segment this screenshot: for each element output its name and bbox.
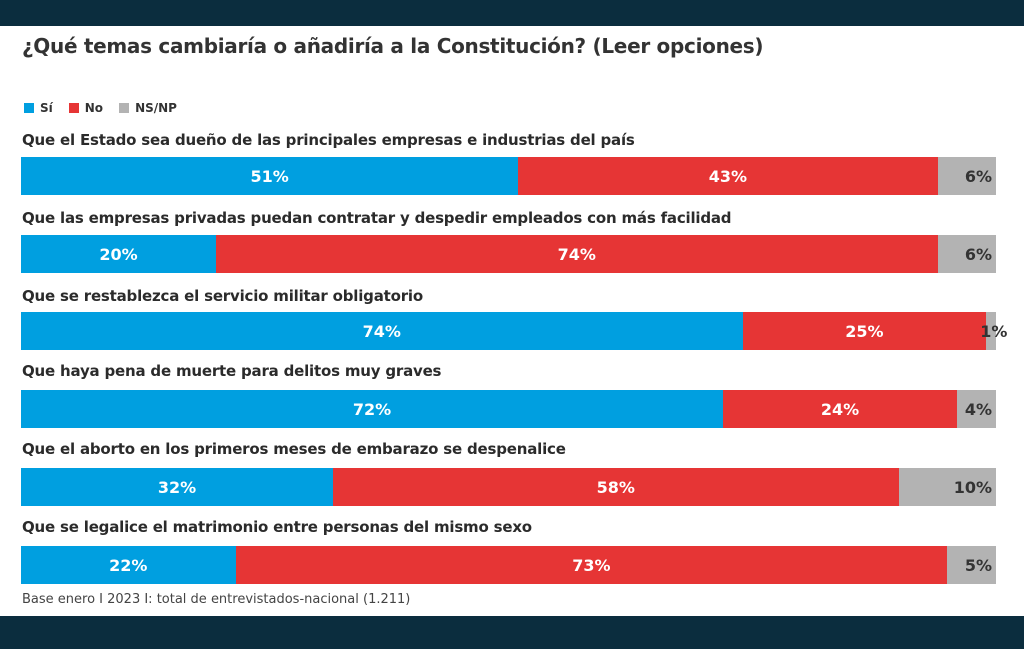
data-label-no: 25% <box>845 321 884 341</box>
bar-segment-nsnp: 5% <box>947 546 996 584</box>
bar-segment-si: 32% <box>21 468 333 506</box>
row-label: Que se legalice el matrimonio entre pers… <box>22 518 532 536</box>
data-label-nsnp: 5% <box>964 555 992 575</box>
bar-segment-si: 22% <box>21 546 236 584</box>
legend-label-si: Sí <box>40 101 53 115</box>
data-label-si: 74% <box>362 321 401 341</box>
data-label-nsnp: 6% <box>964 244 992 264</box>
source-note: Base enero I 2023 I: total de entrevista… <box>22 592 411 607</box>
data-label-si: 72% <box>352 399 392 419</box>
data-label-nsnp: 1% <box>980 321 1008 341</box>
data-label-no: 43% <box>708 166 748 186</box>
bar-segment-nsnp: 6% <box>937 235 996 273</box>
data-label-nsnp: 4% <box>964 399 992 419</box>
legend-swatch-nsnp <box>119 103 130 113</box>
data-label-no: 73% <box>572 555 611 575</box>
row-label: Que las empresas privadas puedan contrat… <box>22 209 732 227</box>
legend-swatch-no <box>68 103 79 113</box>
bar-segment-nsnp: 4% <box>957 390 996 428</box>
bar-segment-no: 74% <box>216 235 938 273</box>
data-label-no: 74% <box>557 244 596 264</box>
bar-segment-nsnp: 1% <box>980 312 1007 350</box>
bar-segment-si: 72% <box>21 390 723 428</box>
stacked-bar: 20% 74% 6% <box>21 235 996 273</box>
legend: Sí No NS/NP <box>24 101 193 115</box>
stacked-bar: 51% 43% 6% <box>21 157 996 195</box>
bottom-dark-band <box>0 616 1024 649</box>
data-label-no: 58% <box>596 477 635 497</box>
top-dark-band <box>0 0 1024 26</box>
row-label: Que haya pena de muerte para delitos muy… <box>22 362 442 380</box>
row-label: Que el Estado sea dueño de las principal… <box>22 131 635 149</box>
stacked-bar: 72% 24% 4% <box>21 390 996 428</box>
data-label-nsnp: 6% <box>964 166 992 186</box>
bar-segment-si: 51% <box>21 157 519 195</box>
bar-segment-no: 43% <box>518 157 938 195</box>
stacked-bar: 22% 73% 5% <box>21 546 996 584</box>
legend-item-si: Sí <box>24 101 53 115</box>
row-label: Que se restablezca el servicio militar o… <box>22 287 423 305</box>
bar-segment-si: 74% <box>21 312 743 350</box>
data-label-si: 32% <box>157 477 197 497</box>
bar-segment-no: 58% <box>333 468 899 506</box>
data-label-nsnp: 10% <box>953 477 992 497</box>
legend-item-no: No <box>68 101 104 115</box>
bar-segment-si: 20% <box>21 235 216 273</box>
data-label-si: 51% <box>250 166 289 186</box>
data-label-si: 20% <box>99 244 138 264</box>
legend-item-nsnp: NS/NP <box>119 101 177 115</box>
row-label: Que el aborto en los primeros meses de e… <box>22 440 566 458</box>
bar-segment-no: 25% <box>742 312 987 350</box>
bar-segment-no: 73% <box>235 546 948 584</box>
legend-swatch-si <box>24 103 34 113</box>
legend-label-nsnp: NS/NP <box>135 101 177 115</box>
bar-segment-nsnp: 10% <box>898 468 996 506</box>
bar-segment-nsnp: 6% <box>937 157 996 195</box>
data-label-no: 24% <box>820 399 860 419</box>
stacked-bar: 74% 25% 1% <box>21 312 1007 350</box>
legend-label-no: No <box>84 101 104 115</box>
chart-title: ¿Qué temas cambiaría o añadiría a la Con… <box>22 34 764 58</box>
stacked-bar: 32% 58% 10% <box>21 468 996 506</box>
data-label-si: 22% <box>109 555 148 575</box>
bar-segment-no: 24% <box>723 390 957 428</box>
